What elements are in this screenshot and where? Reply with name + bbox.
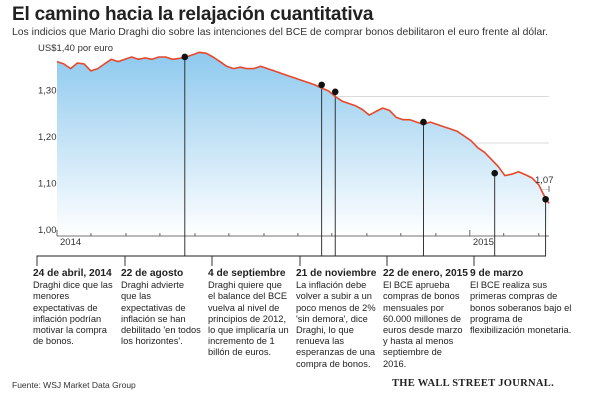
annotation-leader [386, 173, 496, 266]
series-line [56, 51, 550, 204]
annotation-text: El BCE aprueba compras de bonos mensuale… [383, 280, 463, 369]
annotation-block: 21 de noviembre La inflación debe volver … [296, 268, 377, 370]
y-axis-label: US$1,40 por euro [38, 43, 113, 54]
end-value-label: 1,07 [535, 175, 554, 186]
area-fill [57, 52, 549, 236]
source-note: Fuente: WSJ Market Data Group [12, 380, 136, 390]
annotation-leader [299, 122, 424, 266]
y-tick-label: 1,00 [38, 225, 57, 236]
annotation-text: Draghi quiere que el balance del BCE vue… [208, 280, 289, 358]
annotation-marker [318, 81, 325, 89]
annotation-date: 22 de enero, 2015 [383, 268, 468, 279]
annotation-date: 4 de septiembre [208, 268, 286, 279]
annotation-block: 4 de septiembre Draghi quiere que el bala… [208, 268, 290, 359]
x-tick-label: 2014 [60, 237, 81, 248]
y-tick-label: 1,10 [38, 179, 57, 190]
chart-title: El camino hacia la relajación cuantitati… [12, 4, 374, 25]
chart-subtitle: Los indicios que Mario Draghi dio sobre … [12, 27, 549, 38]
annotation-block: 24 de abril, 2014 Draghi dice que las men… [33, 268, 115, 347]
annotation-text: Draghi advierte que las expectativas de … [121, 280, 201, 347]
annotation-date: 24 de abril, 2014 [33, 268, 112, 279]
x-tick-label: 2015 [473, 237, 494, 248]
annotation-date: 22 de agosto [121, 268, 184, 279]
annotation-block: 22 de agosto Draghi advierte que las expe… [121, 268, 202, 347]
annotation-leader [36, 56, 186, 266]
annotation-date: 9 de marzo [470, 268, 524, 279]
annotation-marker [420, 118, 427, 126]
annotation-marker [542, 195, 549, 203]
annotation-text: El BCE realiza sus primeras compras de b… [470, 280, 572, 336]
y-tick-label: 1,30 [38, 86, 57, 97]
annotation-text: La inflación debe volver a subir a un po… [296, 280, 376, 369]
annotation-leader [211, 91, 336, 266]
annotation-leader [473, 199, 547, 266]
annotation-marker [331, 88, 339, 96]
annotation-date: 21 de noviembre [296, 268, 377, 279]
annotation-block: 9 de marzo El BCE realiza sus primeras co… [470, 268, 580, 336]
annotation-text: Draghi dice que las menores expectativas… [33, 280, 113, 347]
annotation-marker [181, 53, 189, 61]
annotation-marker [491, 169, 499, 177]
annotation-block: 22 de enero, 2015 El BCE aprueba compras … [383, 268, 468, 370]
y-tick-label: 1,20 [38, 132, 57, 143]
publisher-brand: THE WALL STREET JOURNAL. [392, 378, 555, 389]
